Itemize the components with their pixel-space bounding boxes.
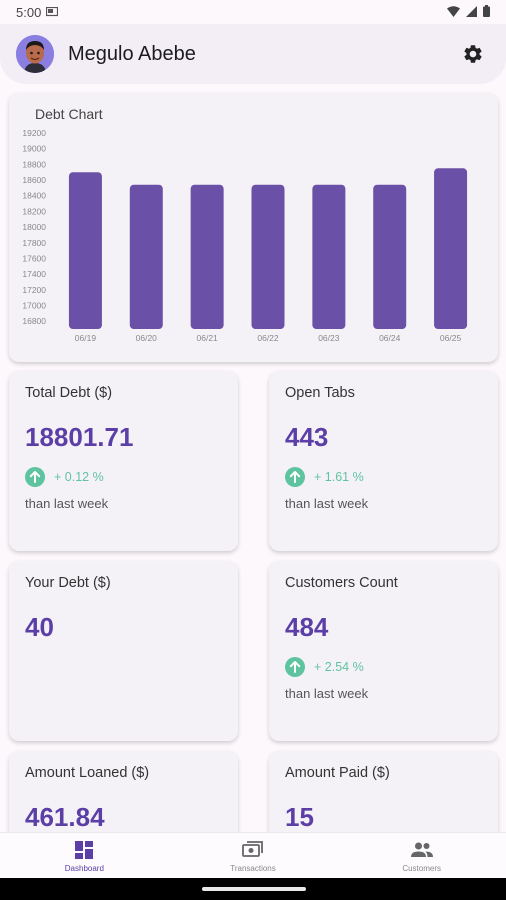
amount-paid-label: Amount Paid ($) [285,765,390,781]
dashboard-icon [75,841,94,859]
user-name: Megulo Abebe [68,42,196,65]
amount-loaned-label: Amount Loaned ($) [25,765,150,781]
arrow-up-icon [285,467,305,487]
nav-dashboard[interactable]: Dashboard [0,833,169,878]
status-bar: 5:00 [0,0,506,24]
y-tick-label: 18000 [22,222,46,232]
y-tick-label: 16800 [22,316,46,326]
nav-transactions[interactable]: Transactions [169,833,338,878]
customers-count-trend: + 2.54 % [285,657,482,677]
wifi-icon [447,5,460,20]
signal-icon [466,5,477,20]
your-debt-label: Your Debt ($) [25,575,111,591]
gesture-navigation-bar [0,878,506,900]
x-tick-label: 06/24 [379,333,401,343]
y-tick-label: 19200 [22,128,46,138]
y-tick-label: 17600 [22,253,46,263]
screen-cast-icon [46,5,59,20]
y-tick-label: 17800 [22,238,46,248]
gesture-handle[interactable] [202,887,306,891]
x-tick-label: 06/21 [197,333,219,343]
y-tick-label: 18800 [22,159,46,169]
transactions-icon [242,841,263,857]
total-debt-trend-sub: than last week [25,496,109,511]
debt-chart-card: Debt Chart 16800 17000 17200 17400 17600 1780… [9,93,498,362]
amount-loaned-value: 461.84 [25,802,105,832]
total-debt-label: Total Debt ($) [25,385,113,401]
chart-title: Debt Chart [35,106,103,122]
amount-paid-value: 15 [285,802,314,832]
your-debt-value: 40 [25,612,54,642]
customers-count-card[interactable]: Customers Count 484 + 2.54 % than last w… [269,561,498,741]
open-tabs-trend-sub: than last week [285,496,369,511]
x-tick-label: 06/22 [257,333,279,343]
total-debt-value: 18801.71 [25,422,134,452]
customers-count-trend-sub: than last week [285,686,369,701]
arrow-up-icon [25,467,45,487]
open-tabs-value: 443 [285,422,329,452]
your-debt-card[interactable]: Your Debt ($) 40 [9,561,238,741]
x-tick-label: 06/25 [440,333,462,343]
open-tabs-card[interactable]: Open Tabs 443 + 1.61 % than last week [269,371,498,551]
open-tabs-trend-value: + 1.61 % [314,470,364,484]
bar-06/21[interactable] [190,184,224,329]
status-time: 5:00 [16,4,42,20]
bar-06/24[interactable] [373,184,407,329]
open-tabs-trend: + 1.61 % [285,467,482,487]
avatar[interactable] [16,35,54,73]
customers-count-trend-value: + 2.54 % [314,660,364,674]
nav-dashboard-label: Dashboard [64,864,104,873]
app-header: Megulo Abebe [0,24,506,84]
nav-customers[interactable]: Customers [337,833,506,878]
settings-button[interactable] [460,41,486,67]
y-tick-label: 19000 [22,144,46,154]
customers-count-label: Customers Count [285,575,398,591]
y-tick-label: 18200 [22,206,46,216]
battery-icon [483,4,490,20]
bar-06/22[interactable] [251,184,285,329]
total-debt-trend-value: + 0.12 % [54,470,104,484]
total-debt-card[interactable]: Total Debt ($) 18801.71 + 0.12 % than la… [9,371,238,551]
y-tick-label: 17400 [22,269,46,279]
debt-bar-chart: 16800 17000 17200 17400 17600 17800 18000 18200… [22,128,468,343]
open-tabs-label: Open Tabs [285,385,355,401]
y-tick-label: 17200 [22,285,46,295]
arrow-up-icon [285,657,305,677]
bar-06/23[interactable] [312,184,346,329]
customers-count-value: 484 [285,612,329,642]
bar-06/25[interactable] [434,168,468,329]
customers-icon [410,842,433,857]
y-tick-label: 18600 [22,175,46,185]
total-debt-trend: + 0.12 % [25,467,222,487]
y-tick-label: 18400 [22,191,46,201]
bar-06/19[interactable] [68,172,102,329]
gear-icon [464,45,482,63]
x-tick-label: 06/20 [136,333,158,343]
x-tick-label: 06/23 [318,333,340,343]
bottom-navigation: Dashboard Transactions Customers [0,832,506,878]
nav-customers-label: Customers [402,864,442,873]
y-tick-label: 17000 [22,300,46,310]
x-tick-label: 06/19 [75,333,97,343]
bar-06/20[interactable] [129,184,163,329]
nav-transactions-label: Transactions [230,864,276,873]
